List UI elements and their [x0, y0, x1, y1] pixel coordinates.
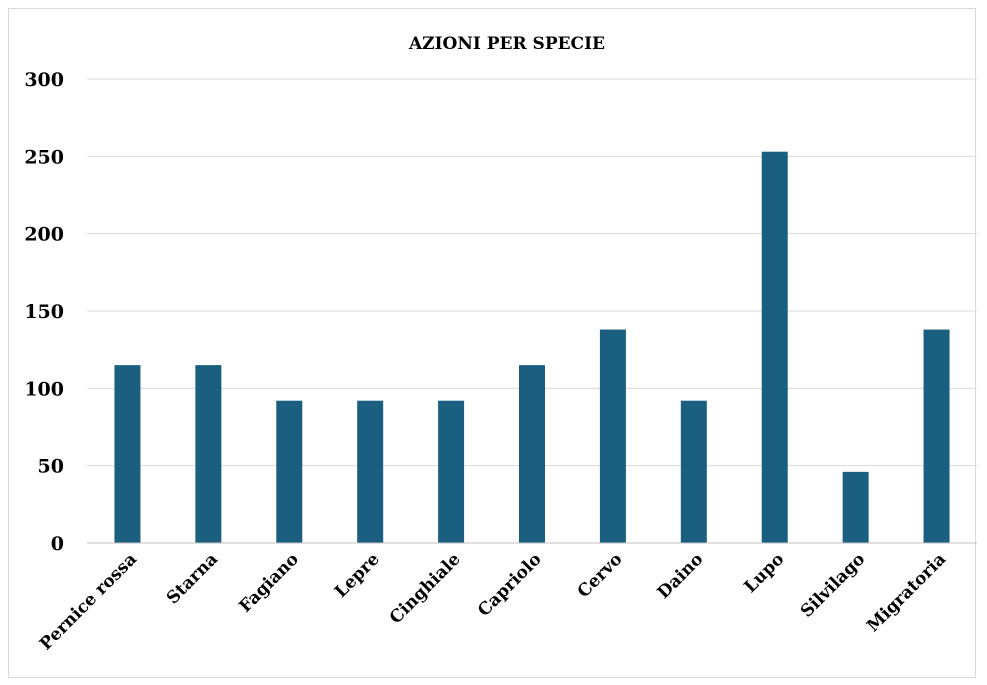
y-tick-label: 100 [24, 378, 64, 400]
y-tick-label: 150 [24, 301, 64, 323]
x-tick-label: Capriolo [474, 549, 545, 620]
bar-cervo [599, 329, 626, 543]
x-tick-label: Lupo [741, 549, 789, 597]
chart-title: AZIONI PER SPECIE [408, 34, 605, 54]
y-tick-label: 250 [24, 146, 64, 168]
gridlines [87, 78, 977, 467]
x-axis-ticks: Pernice rossa Starna Fagiano Lepre Cinghiale… [36, 549, 950, 654]
bars [114, 151, 950, 543]
bar-starna [195, 365, 222, 543]
y-axis-ticks: 0 50 100 150 200 250 300 [24, 69, 64, 555]
bar-lupo [761, 151, 788, 543]
y-tick-label: 0 [51, 533, 64, 555]
x-tick-label: Starna [163, 549, 222, 608]
y-tick-label: 50 [38, 456, 64, 478]
y-tick-label: 300 [24, 69, 64, 91]
bar-daino [680, 400, 707, 543]
bar-lepre [357, 400, 384, 543]
bar-silvilago [842, 471, 869, 543]
bar-migratoria [923, 329, 950, 543]
x-tick-label: Daino [654, 549, 708, 603]
chart-frame [8, 8, 976, 678]
bar-capriolo [519, 365, 545, 543]
bar-fagiano [276, 400, 303, 543]
x-tick-label: Cinghiale [386, 549, 465, 628]
bar-cinghiale [438, 400, 465, 543]
x-tick-label: Pernice rossa [36, 549, 141, 654]
x-tick-label: Cervo [574, 549, 627, 602]
x-tick-label: Fagiano [235, 549, 302, 616]
x-tick-label: Migratoria [863, 549, 950, 636]
y-tick-label: 200 [24, 224, 64, 246]
bar-pernice-rossa [114, 365, 141, 543]
x-tick-label: Silvilago [797, 549, 869, 621]
x-tick-label: Lepre [331, 549, 384, 602]
